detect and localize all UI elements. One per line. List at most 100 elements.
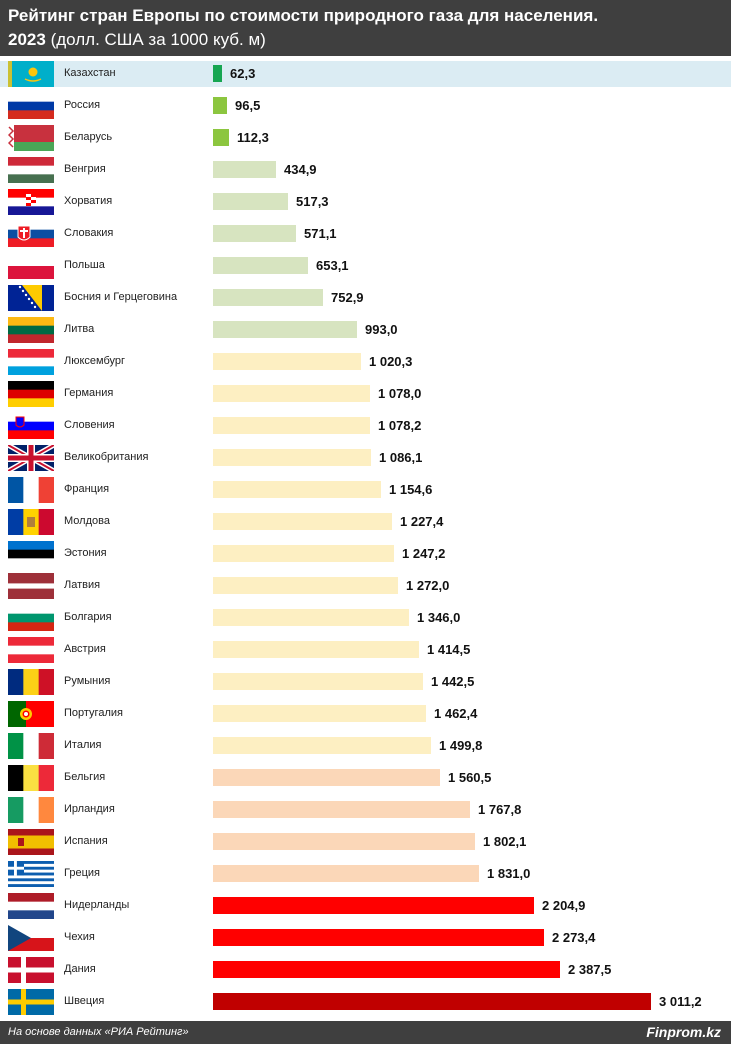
country-label: Швеция: [64, 995, 105, 1007]
pl-flag: [8, 253, 54, 279]
country-label: Латвия: [64, 579, 101, 591]
table-row: Люксембург 1 020,3: [0, 349, 731, 375]
country-label: Нидерланды: [64, 899, 130, 911]
value-label: 1 272,0: [406, 578, 450, 593]
country-label: Россия: [64, 99, 101, 111]
value-label: 1 346,0: [417, 610, 461, 625]
chart-year: 2023: [8, 30, 46, 49]
value-label: 434,9: [284, 162, 317, 177]
country-label: Румыния: [64, 675, 111, 687]
bar: [213, 641, 419, 658]
table-row: Россия 96,5: [0, 93, 731, 119]
value-label: 653,1: [316, 258, 349, 273]
table-row: Молдова 1 227,4: [0, 509, 731, 535]
table-row: Словакия 571,1: [0, 221, 731, 247]
table-row: Ирландия 1 767,8: [0, 797, 731, 823]
fr-flag: [8, 477, 54, 503]
table-row: Великобритания 1 086,1: [0, 445, 731, 471]
country-label: Люксембург: [64, 355, 126, 367]
country-label: Молдова: [64, 515, 110, 527]
value-label: 2 387,5: [568, 962, 612, 977]
hu-flag: [8, 157, 54, 183]
table-row: Швеция 3 011,2: [0, 989, 731, 1015]
table-row: Румыния 1 442,5: [0, 669, 731, 695]
nl-flag: [8, 893, 54, 919]
country-label: Венгрия: [64, 163, 106, 175]
country-label: Италия: [64, 739, 102, 751]
bar: [213, 97, 227, 114]
by-flag: [8, 125, 54, 151]
country-label: Казахстан: [64, 67, 116, 79]
table-row: Германия 1 078,0: [0, 381, 731, 407]
table-row: Хорватия 517,3: [0, 189, 731, 215]
value-label: 2 204,9: [542, 898, 586, 913]
table-row: Босния и Герцеговина 752,9: [0, 285, 731, 311]
value-label: 62,3: [230, 66, 256, 81]
table-row: Италия 1 499,8: [0, 733, 731, 759]
table-row: Чехия 2 273,4: [0, 925, 731, 951]
country-label: Чехия: [64, 931, 95, 943]
chart-title: Рейтинг стран Европы по стоимости природ…: [8, 6, 599, 25]
at-flag: [8, 637, 54, 663]
bar: [213, 193, 288, 210]
md-flag: [8, 509, 54, 535]
bar: [213, 801, 470, 818]
chart-unit: (долл. США за 1000 куб. м): [50, 30, 266, 49]
dk-flag: [8, 957, 54, 983]
bar: [213, 769, 440, 786]
country-label: Германия: [64, 387, 114, 399]
lv-flag: [8, 573, 54, 599]
bar: [213, 225, 296, 242]
bar: [213, 961, 560, 978]
gb-flag: [8, 445, 54, 471]
bar: [213, 385, 370, 402]
bar: [213, 865, 479, 882]
chart-subtitle: 2023 (долл. США за 1000 куб. м): [8, 30, 266, 50]
bar: [213, 929, 544, 946]
es-flag: [8, 829, 54, 855]
country-label: Бельгия: [64, 771, 106, 783]
value-label: 1 020,3: [369, 354, 413, 369]
value-label: 3 011,2: [659, 994, 702, 1009]
si-flag: [8, 413, 54, 439]
value-label: 1 462,4: [434, 706, 478, 721]
kz-flag: [8, 61, 54, 87]
country-label: Болгария: [64, 611, 112, 623]
country-label: Литва: [64, 323, 95, 335]
hr-flag: [8, 189, 54, 215]
bar: [213, 737, 431, 754]
value-label: 1 499,8: [439, 738, 483, 753]
country-label: Словакия: [64, 227, 114, 239]
bar: [213, 321, 357, 338]
value-label: 112,3: [237, 130, 269, 145]
ee-flag: [8, 541, 54, 567]
ie-flag: [8, 797, 54, 823]
bar: [213, 417, 370, 434]
se-flag: [8, 989, 54, 1015]
bar: [213, 609, 409, 626]
table-row: Беларусь 112,3: [0, 125, 731, 151]
country-label: Великобритания: [64, 451, 149, 463]
country-label: Польша: [64, 259, 105, 271]
bar: [213, 65, 222, 82]
bar: [213, 449, 371, 466]
it-flag: [8, 733, 54, 759]
de-flag: [8, 381, 54, 407]
bar: [213, 577, 398, 594]
bar: [213, 161, 276, 178]
ba-flag: [8, 285, 54, 311]
table-row: Литва 993,0: [0, 317, 731, 343]
value-label: 571,1: [304, 226, 337, 241]
bar: [213, 513, 392, 530]
value-label: 752,9: [331, 290, 364, 305]
value-label: 96,5: [235, 98, 261, 113]
pt-flag: [8, 701, 54, 727]
value-label: 993,0: [365, 322, 398, 337]
country-label: Испания: [64, 835, 108, 847]
lt-flag: [8, 317, 54, 343]
table-row: Дания 2 387,5: [0, 957, 731, 983]
country-label: Беларусь: [64, 131, 113, 143]
cz-flag: [8, 925, 54, 951]
table-row: Австрия 1 414,5: [0, 637, 731, 663]
